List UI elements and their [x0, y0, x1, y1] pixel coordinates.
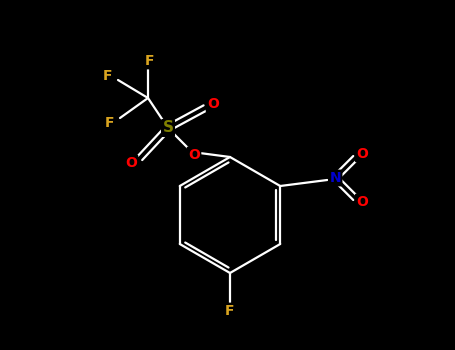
Text: F: F	[105, 116, 115, 130]
Text: F: F	[225, 304, 235, 318]
Text: O: O	[356, 147, 368, 161]
Text: F: F	[144, 54, 154, 68]
Text: S: S	[162, 120, 173, 135]
Text: O: O	[188, 148, 200, 162]
Text: O: O	[207, 97, 219, 111]
Text: N: N	[329, 171, 341, 185]
Text: O: O	[356, 195, 368, 209]
Text: F: F	[103, 69, 113, 83]
Text: O: O	[125, 156, 137, 170]
